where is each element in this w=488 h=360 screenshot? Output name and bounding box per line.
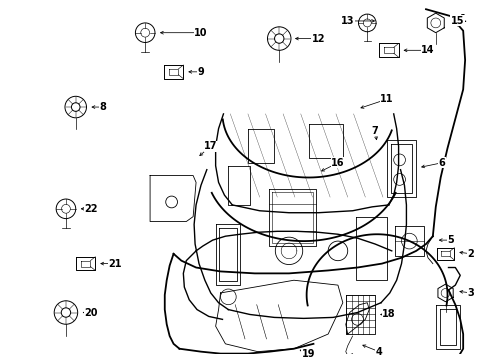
Text: 10: 10 (194, 28, 207, 38)
Text: 19: 19 (301, 348, 315, 359)
Text: 3: 3 (467, 288, 473, 298)
Text: 8: 8 (100, 102, 106, 112)
Text: 16: 16 (330, 158, 344, 168)
Text: 4: 4 (375, 347, 382, 357)
Text: 1: 1 (459, 14, 466, 24)
Text: 21: 21 (108, 258, 122, 269)
Text: 9: 9 (197, 67, 204, 77)
Text: 22: 22 (84, 204, 98, 214)
Text: 13: 13 (340, 16, 354, 26)
Text: 11: 11 (379, 94, 393, 104)
Text: 14: 14 (420, 45, 434, 55)
Text: 6: 6 (437, 158, 444, 168)
Text: 7: 7 (371, 126, 378, 135)
Text: 17: 17 (203, 141, 217, 151)
Text: 18: 18 (381, 310, 395, 319)
Text: 15: 15 (449, 16, 463, 26)
Text: 5: 5 (446, 235, 453, 245)
Text: 12: 12 (311, 33, 325, 44)
Text: 2: 2 (467, 249, 473, 259)
Text: 20: 20 (84, 307, 98, 318)
